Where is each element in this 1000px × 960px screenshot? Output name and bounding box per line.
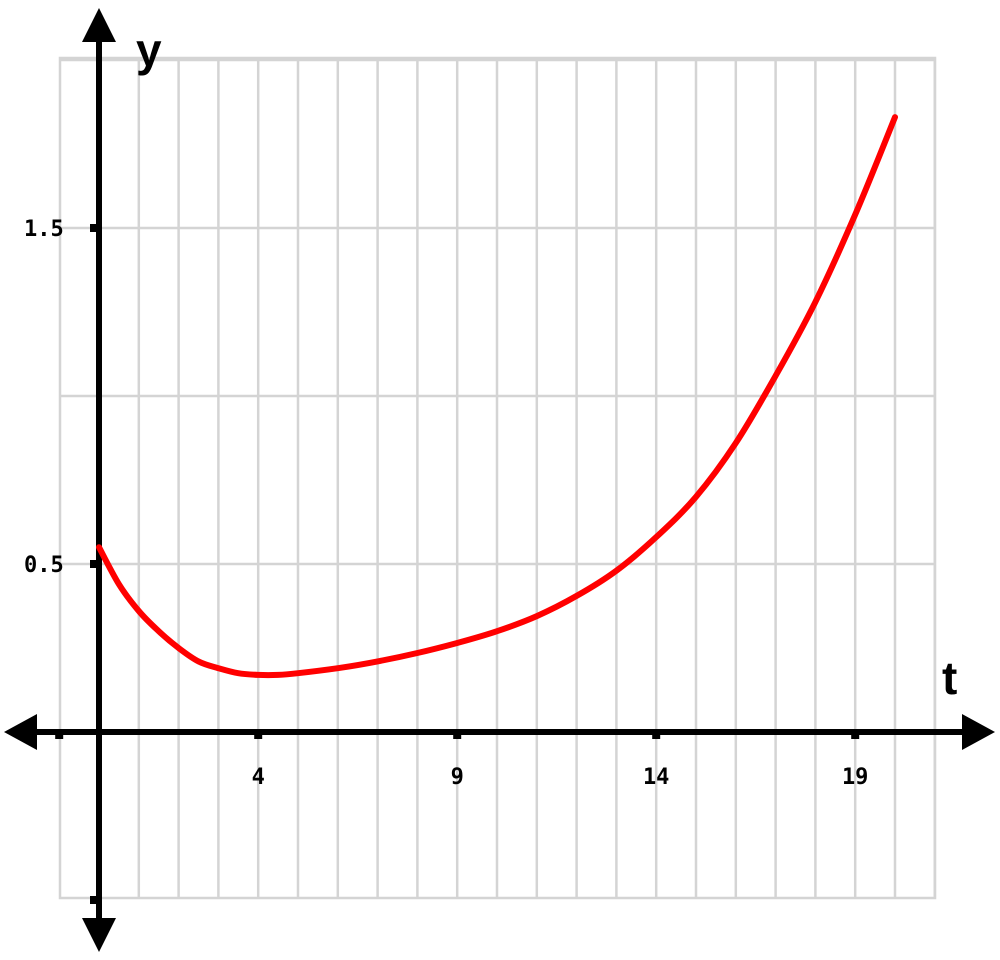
x-axis-label: t (942, 652, 957, 704)
grid (58, 56, 937, 900)
y-tick-mark (90, 560, 100, 568)
x-tick-mark (652, 729, 661, 739)
axes (4, 8, 995, 952)
tick-marks (55, 224, 860, 904)
series-line (96, 114, 898, 679)
y-tick-mark (90, 224, 100, 232)
y-tick-mark (90, 896, 100, 904)
y-tick-label: 0.5 (24, 553, 64, 578)
x-tick-mark (254, 729, 263, 739)
x-tick-label: 4 (252, 765, 265, 790)
x-tick-mark (55, 729, 64, 739)
tick-labels: 4 9 14 19 0.5 1.5 (24, 217, 868, 790)
x-tick-label: 14 (643, 765, 670, 790)
series-layer (96, 114, 898, 679)
x-tick-label: 19 (842, 765, 869, 790)
y-axis-label: y (136, 24, 162, 76)
x-axis-arrow-left (4, 714, 37, 750)
y-axis-arrow-down (82, 918, 116, 952)
x-tick-label: 9 (451, 765, 464, 790)
x-axis-arrow-right (962, 714, 995, 750)
x-tick-mark (851, 729, 860, 739)
grid-border (58, 56, 937, 900)
x-tick-mark (453, 729, 462, 739)
y-tick-label: 1.5 (24, 217, 64, 242)
y-axis-arrow-up (82, 8, 116, 42)
